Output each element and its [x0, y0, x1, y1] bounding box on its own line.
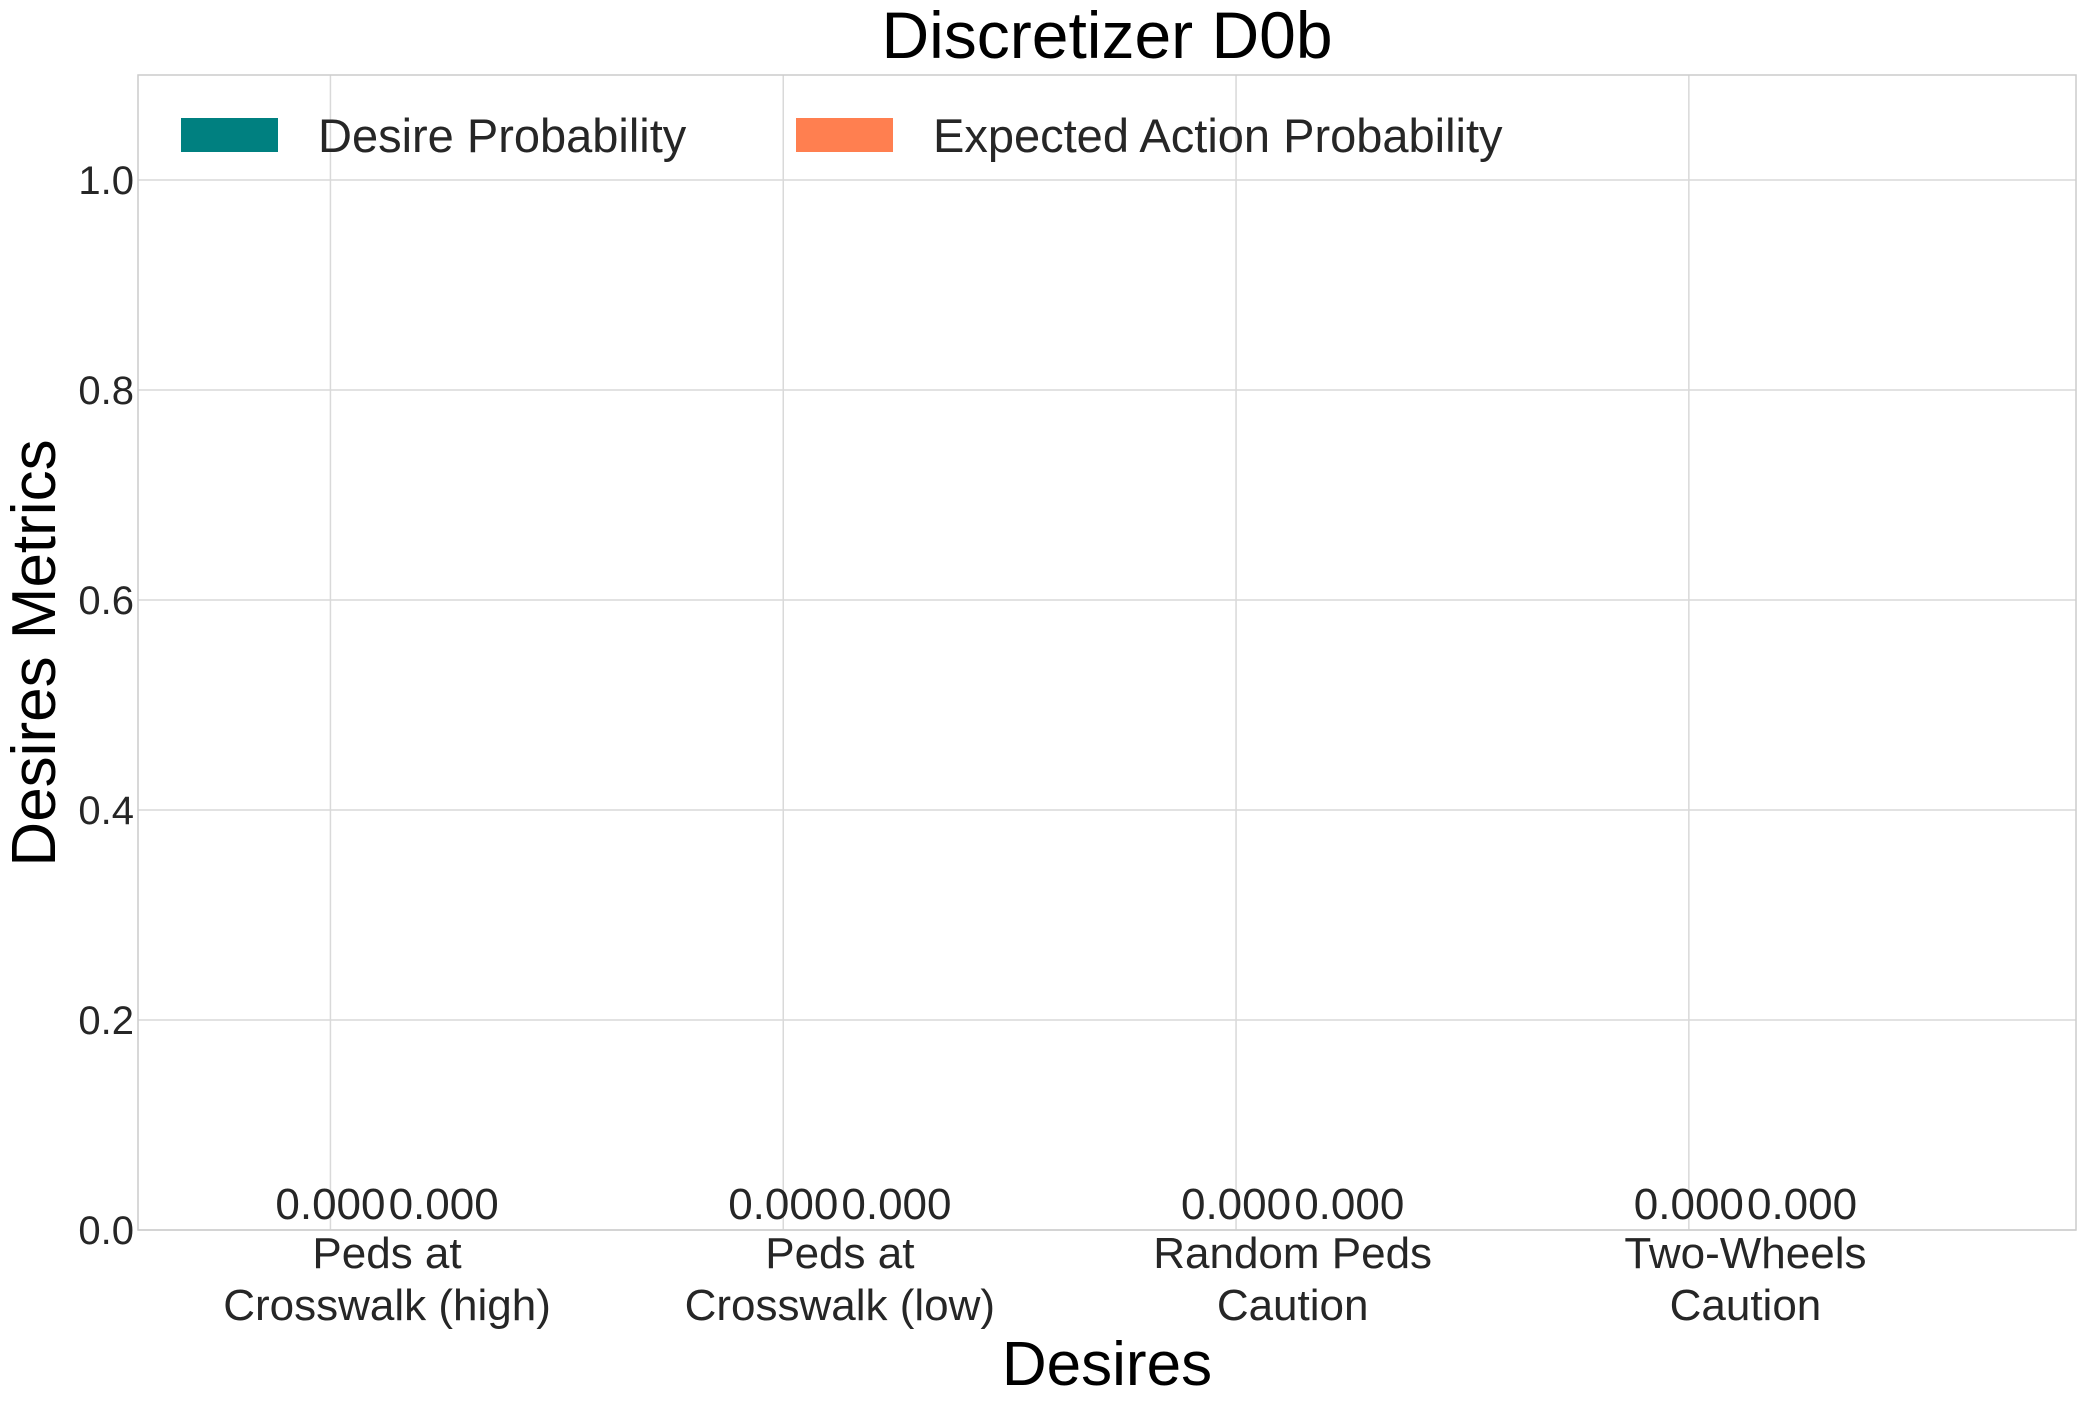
bar-value-label: 0.000 — [1634, 1180, 1744, 1229]
y-tick-label: 1.0 — [78, 159, 134, 203]
legend: Desire Probability Expected Action Probab… — [181, 109, 1503, 162]
y-tick-label: 0.8 — [78, 369, 134, 413]
bar-value-label: 0.000 — [389, 1180, 499, 1229]
y-tick-label: 0.6 — [78, 579, 134, 623]
legend-label: Expected Action Probability — [933, 109, 1503, 162]
bar-value-label: 0.000 — [728, 1180, 838, 1229]
legend-swatch — [181, 118, 278, 152]
bar-value-label: 0.000 — [1181, 1180, 1291, 1229]
chart-title: Discretizer D0b — [881, 0, 1332, 72]
legend-swatch — [796, 118, 893, 152]
y-tick-label: 0.4 — [78, 789, 134, 833]
x-axis-title: Desires — [1002, 1330, 1212, 1399]
x-tick-label: Peds at Crosswalk (low) — [685, 1229, 995, 1330]
grid — [138, 75, 2076, 1231]
x-tick-label: Peds at Crosswalk (high) — [223, 1229, 551, 1330]
y-axis-ticks: 0.0 0.2 0.4 0.6 0.8 1.0 — [78, 159, 134, 1253]
x-tick-label: Two-Wheels Caution — [1624, 1229, 1866, 1330]
legend-label: Desire Probability — [318, 109, 687, 162]
plot-frame — [137, 74, 2077, 1231]
bar-value-label: 0.000 — [1747, 1180, 1857, 1229]
x-tick-label: Random Peds Caution — [1153, 1229, 1432, 1330]
x-axis-ticks: Peds at Crosswalk (high) Peds at Crosswalk … — [223, 1229, 1866, 1330]
y-tick-label: 0.2 — [78, 999, 134, 1043]
y-tick-label: 0.0 — [78, 1209, 134, 1253]
bar-value-label: 0.000 — [841, 1180, 951, 1229]
y-axis-title: Desires Metrics — [0, 439, 69, 866]
bar-value-label: 0.000 — [1294, 1180, 1404, 1229]
bar-value-label: 0.000 — [275, 1180, 385, 1229]
